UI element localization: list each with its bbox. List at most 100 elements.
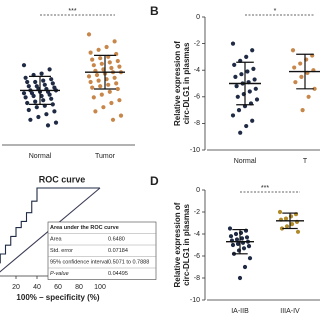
significance-label: *** xyxy=(68,8,76,15)
data-dot xyxy=(246,244,252,249)
y-tick-label: 0 xyxy=(196,14,200,21)
data-dot xyxy=(47,92,52,97)
table-cell: P-value xyxy=(50,271,69,277)
x-tick-label: 100 xyxy=(94,284,106,291)
data-dot xyxy=(250,118,255,123)
chart-title: ROC curve xyxy=(39,174,86,184)
data-dot xyxy=(117,64,122,69)
x-tick-label: Normal xyxy=(29,153,52,160)
stats-table xyxy=(47,221,157,280)
y-tick-label: -2 xyxy=(194,209,200,216)
data-dot xyxy=(91,63,96,68)
data-dot xyxy=(299,74,304,79)
data-dot xyxy=(234,237,240,242)
data-dot xyxy=(233,74,238,79)
data-dot xyxy=(306,94,311,99)
data-dot xyxy=(50,81,55,86)
y-tick-label: -2 xyxy=(194,40,200,47)
data-dot xyxy=(49,96,54,101)
y-axis-label: Relative expression of xyxy=(173,41,182,126)
table-cell: 95% confidence interval xyxy=(50,260,108,266)
data-dot xyxy=(41,78,46,83)
panel-letter: B xyxy=(150,4,159,18)
data-dot xyxy=(33,79,38,85)
significance-label: *** xyxy=(261,185,269,192)
data-dot xyxy=(107,60,112,65)
data-dot xyxy=(244,54,249,60)
x-tick-label: 40 xyxy=(33,284,41,291)
data-dot xyxy=(25,100,30,106)
data-dot xyxy=(106,82,111,87)
data-dot xyxy=(244,123,249,129)
data-dot xyxy=(228,234,234,239)
data-dot xyxy=(34,105,39,110)
table-title: Area under the ROC curve xyxy=(50,225,119,231)
y-tick-label: -6 xyxy=(194,253,200,260)
y-tick-label: -10 xyxy=(190,147,200,154)
data-dot xyxy=(26,107,31,113)
data-dot xyxy=(110,117,116,122)
data-dot xyxy=(28,117,33,122)
y-axis-label: Relative expression of xyxy=(173,202,182,287)
data-dot xyxy=(91,95,96,100)
data-dot xyxy=(36,114,41,120)
x-tick-label: 80 xyxy=(75,284,83,291)
data-dot xyxy=(31,93,36,99)
y-tick-label: -4 xyxy=(194,67,200,74)
y-tick-label: -8 xyxy=(194,120,200,127)
data-dot xyxy=(245,69,250,74)
data-dot xyxy=(109,65,114,71)
data-dot xyxy=(23,95,28,100)
x-tick-label: Tumor xyxy=(95,153,116,160)
data-dot xyxy=(236,108,242,113)
data-dot xyxy=(99,92,104,97)
data-dot xyxy=(290,48,296,53)
data-dot xyxy=(312,86,317,91)
data-dot xyxy=(115,86,120,92)
data-dot xyxy=(235,94,240,99)
table-cell: Std. error xyxy=(50,248,73,254)
data-dot xyxy=(47,67,52,72)
data-dot xyxy=(104,44,109,50)
data-dot xyxy=(114,81,119,86)
data-dot xyxy=(234,84,239,89)
data-dot xyxy=(52,109,57,114)
data-dot xyxy=(239,72,244,77)
data-dot xyxy=(107,89,112,94)
y-tick-label: 0 xyxy=(196,187,200,194)
data-dot xyxy=(88,50,93,55)
data-dot xyxy=(26,84,31,89)
data-dot xyxy=(49,77,54,82)
data-dot xyxy=(42,82,47,87)
data-dot xyxy=(289,222,295,227)
data-dot xyxy=(279,226,285,231)
data-dot xyxy=(239,236,245,241)
x-tick-label: 20 xyxy=(12,284,20,291)
y-tick-label: -6 xyxy=(194,94,200,101)
data-dot xyxy=(90,85,95,90)
data-dot xyxy=(115,58,120,64)
data-dot xyxy=(44,112,49,117)
data-dot xyxy=(41,98,46,103)
data-dot xyxy=(230,41,236,46)
data-dot xyxy=(88,79,93,85)
data-dot xyxy=(45,123,51,128)
data-dot xyxy=(39,71,44,76)
table-cell: 0.04495 xyxy=(108,271,128,277)
roc-line xyxy=(0,187,100,264)
data-dot xyxy=(98,56,103,61)
data-dot xyxy=(237,275,243,281)
data-dot xyxy=(112,75,117,80)
y-axis-label: circ-DLG1 in plasmas xyxy=(182,204,191,286)
data-dot xyxy=(230,242,236,248)
x-axis-label: 100% – specificity (%) xyxy=(16,293,99,302)
table-cell: 0.5071 to 0.7888 xyxy=(108,260,149,266)
data-dot xyxy=(112,39,117,44)
data-dot xyxy=(293,80,298,85)
data-dot xyxy=(250,48,255,53)
data-dot xyxy=(86,74,92,79)
data-dot xyxy=(230,113,236,118)
table-cell: 0.07184 xyxy=(108,248,128,254)
